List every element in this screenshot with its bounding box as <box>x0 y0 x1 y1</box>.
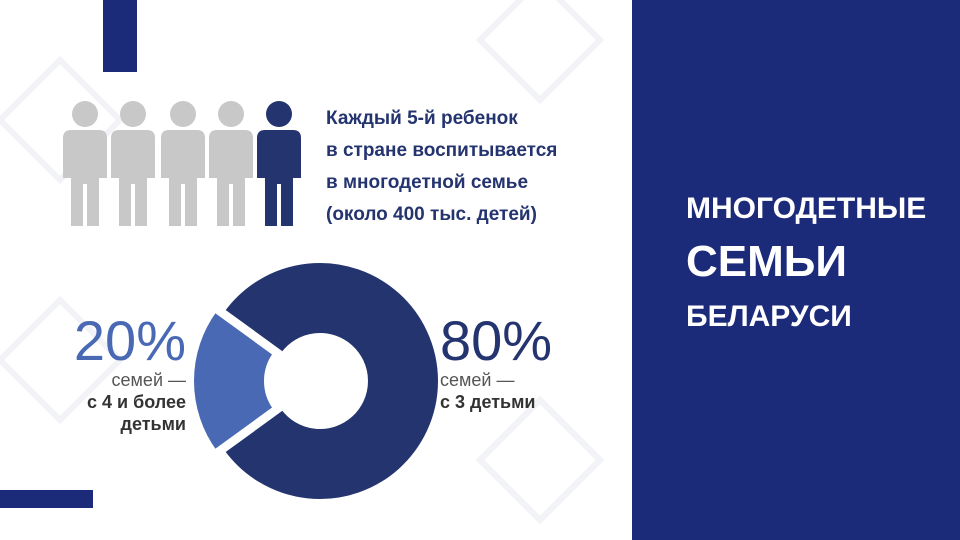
category-label: детьми <box>121 414 186 434</box>
statement-line: в стране воспитывается <box>326 140 557 161</box>
title-panel <box>632 0 960 540</box>
title: МНОГОДЕТНЫЕ СЕМЬИ БЕЛАРУСИ <box>686 192 926 333</box>
person-body <box>63 130 107 226</box>
statement-line: в многодетной семье <box>326 172 528 193</box>
people-icons <box>63 101 301 226</box>
person-head <box>170 101 196 127</box>
value-label: 80% <box>440 309 552 372</box>
category-label: семей — <box>112 370 186 390</box>
statement: Каждый 5-й ребенок в стране воспитываетс… <box>326 108 557 225</box>
statement-line: Каждый 5-й ребенок <box>326 108 518 129</box>
title-line: СЕМЬИ <box>686 237 847 286</box>
accent-bar <box>0 490 93 508</box>
statement-line: (около 400 тыс. детей) <box>326 204 537 225</box>
title-line: МНОГОДЕТНЫЕ <box>686 192 926 225</box>
title-line: БЕЛАРУСИ <box>686 300 852 333</box>
person-head <box>72 101 98 127</box>
category-label: с 3 детьми <box>440 392 535 412</box>
category-label: семей — <box>440 370 514 390</box>
accent-bar <box>103 0 137 72</box>
person-body <box>257 130 301 226</box>
donut-slice <box>190 307 278 455</box>
person-head <box>120 101 146 127</box>
person-head <box>218 101 244 127</box>
person-body <box>161 130 205 226</box>
value-label: 20% <box>74 309 186 372</box>
person-body <box>111 130 155 226</box>
person-body <box>209 130 253 226</box>
category-label: с 4 и более <box>87 392 186 412</box>
person-head <box>266 101 292 127</box>
donut-slice <box>220 259 442 503</box>
background-pattern <box>0 0 605 525</box>
